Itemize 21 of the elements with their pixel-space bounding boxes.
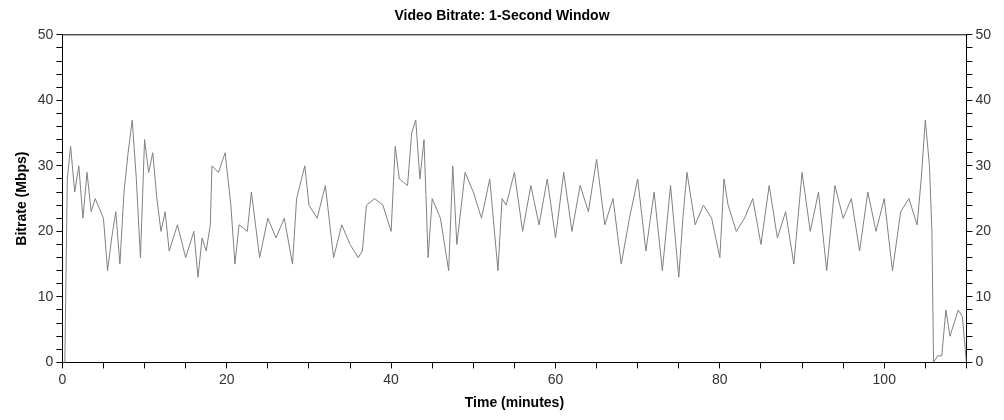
x-tick-label: 100 (872, 370, 897, 387)
y2-tick-label: 50 (975, 25, 992, 42)
y-tick-label: 40 (37, 91, 54, 108)
y2-tick-label: 20 (975, 222, 992, 239)
y2-tick-label: 30 (975, 156, 992, 173)
y-tick-label: 30 (37, 156, 54, 173)
x-tick-label: 20 (218, 370, 235, 387)
y2-tick-label: 0 (975, 353, 984, 370)
x-tick-label: 60 (547, 370, 564, 387)
y-tick-label: 50 (37, 25, 54, 42)
x-axis-title: Time (minutes) (464, 394, 565, 411)
y-tick-label: 10 (37, 287, 54, 304)
y-axis-title: Bitrate (Mbps) (13, 151, 30, 246)
y2-tick-label: 10 (975, 287, 992, 304)
x-tick-label: 80 (712, 370, 728, 387)
y2-tick-label: 40 (975, 91, 992, 108)
chart-title: Video Bitrate: 1-Second Window (394, 7, 610, 24)
x-tick-label: 0 (58, 370, 67, 387)
y-tick-label: 0 (45, 353, 54, 370)
x-tick-label: 40 (383, 370, 400, 387)
y-tick-label: 20 (37, 222, 54, 239)
